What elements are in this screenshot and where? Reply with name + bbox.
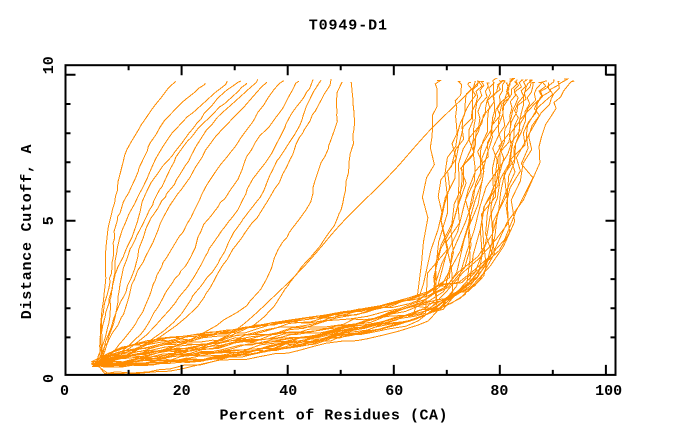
svg-text:60: 60 [385, 383, 403, 400]
svg-text:80: 80 [490, 383, 508, 400]
svg-text:20: 20 [173, 383, 191, 400]
svg-text:10: 10 [41, 56, 58, 74]
svg-text:Distance Cutoff, A: Distance Cutoff, A [19, 144, 36, 320]
svg-text:0: 0 [60, 383, 69, 400]
svg-text:Percent of Residues (CA): Percent of Residues (CA) [220, 408, 449, 425]
svg-text:40: 40 [279, 383, 297, 400]
svg-text:5: 5 [41, 216, 58, 225]
svg-text:100: 100 [595, 383, 622, 400]
svg-text:0: 0 [41, 374, 58, 383]
svg-text:T0949-D1: T0949-D1 [309, 18, 388, 35]
